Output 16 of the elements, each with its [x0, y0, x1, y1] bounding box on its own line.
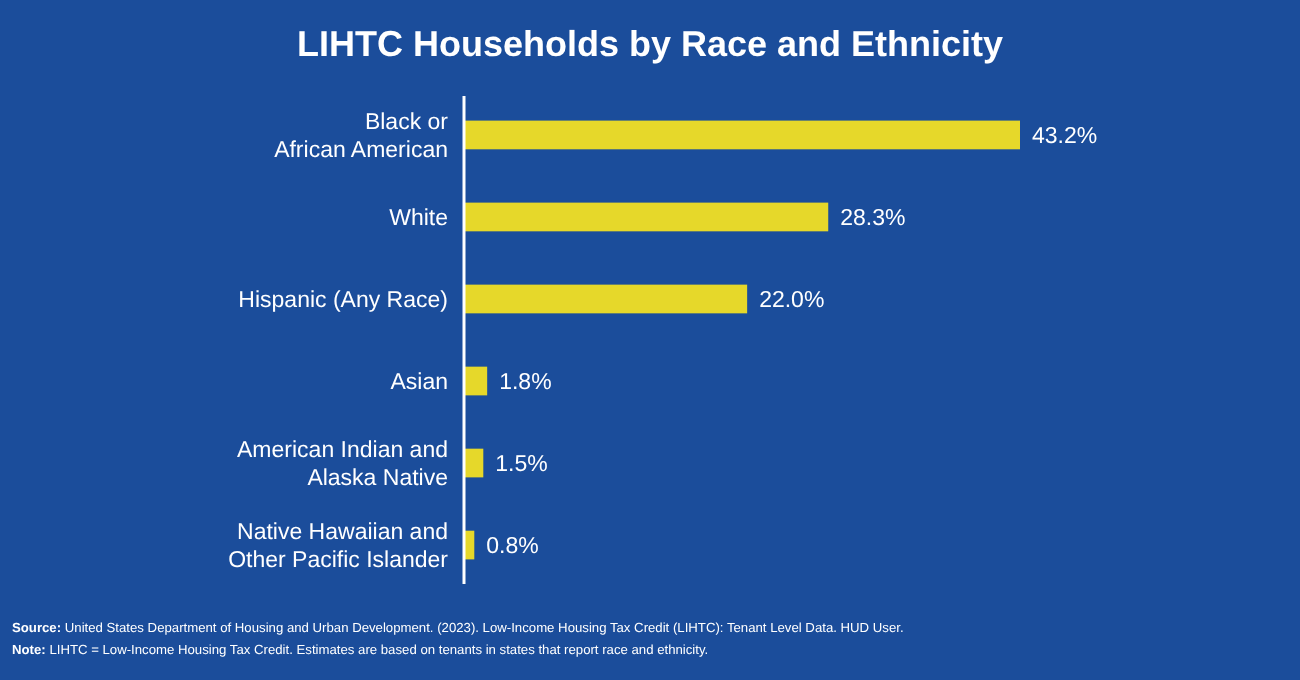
data-label: 28.3%	[840, 207, 906, 232]
bar	[464, 120, 1020, 150]
y-tick-label: Native Hawaiian and Other Pacific Islander	[228, 521, 449, 573]
y-tick-label: American Indian and Alaska Native	[237, 439, 448, 491]
bar	[464, 284, 748, 314]
y-tick-label: Hispanic (Any Race)	[238, 289, 449, 314]
y-tick-label: White	[389, 207, 448, 232]
data-label: 1.5%	[495, 453, 548, 478]
data-label: 0.8%	[486, 535, 539, 560]
data-label: 1.8%	[499, 371, 552, 396]
data-label: 43.2%	[1032, 125, 1098, 150]
y-tick-label: Black or African American	[274, 111, 449, 163]
data-label: 22.0%	[759, 289, 825, 314]
bar	[464, 202, 829, 232]
chart-title: LIHTC Households by Race and Ethnicity	[296, 24, 1004, 64]
y-tick-label: Asian	[390, 371, 448, 396]
